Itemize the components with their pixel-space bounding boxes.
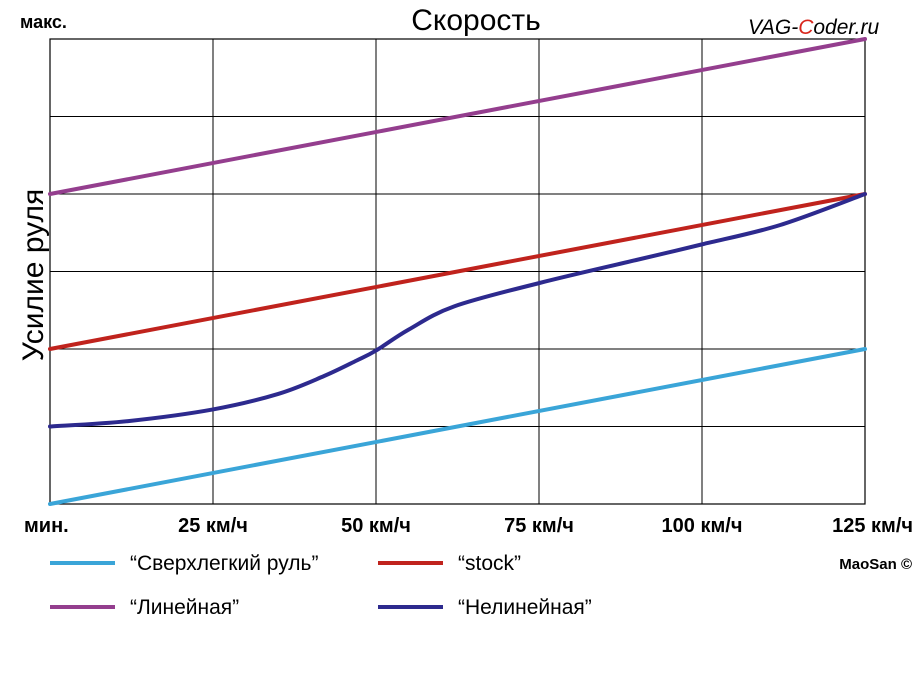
plot-frame — [49, 38, 866, 505]
x-start-label: мин. — [24, 515, 69, 537]
watermark-suffix: oder.ru — [813, 16, 879, 39]
x-tick-label: 125 км/ч — [832, 515, 913, 537]
x-tick-label: 75 км/ч — [504, 515, 574, 537]
author-credit: MaoSan © — [839, 556, 912, 573]
legend-label: “Нелинейная” — [458, 596, 592, 619]
x-tick-label: 50 км/ч — [341, 515, 411, 537]
x-tick-labels: 25 км/ч 50 км/ч 75 км/ч 100 км/ч 125 км/ч — [178, 515, 913, 537]
x-tick-label: 100 км/ч — [662, 515, 743, 537]
legend-label: “stock” — [458, 552, 521, 575]
y-top-label: макс. — [20, 12, 67, 32]
watermark-prefix: VAG- — [748, 16, 798, 39]
series-lines — [48, 37, 867, 506]
series-line-2 — [48, 37, 867, 196]
y-axis-label: Усилие руля — [17, 189, 50, 362]
watermark-accent: C — [798, 16, 814, 39]
watermark: VAG-Coder.ru — [748, 16, 879, 39]
chart-title: Скорость — [411, 4, 541, 37]
series-line-3 — [48, 192, 867, 429]
legend: “Сверхлегкий руль” “stock” “Линейная” “Нели… — [50, 552, 592, 619]
legend-label: “Линейная” — [130, 596, 239, 619]
series-line-0 — [48, 347, 867, 506]
x-tick-label: 25 км/ч — [178, 515, 248, 537]
legend-label: “Сверхлегкий руль” — [130, 552, 318, 575]
series-line-1 — [48, 192, 867, 351]
